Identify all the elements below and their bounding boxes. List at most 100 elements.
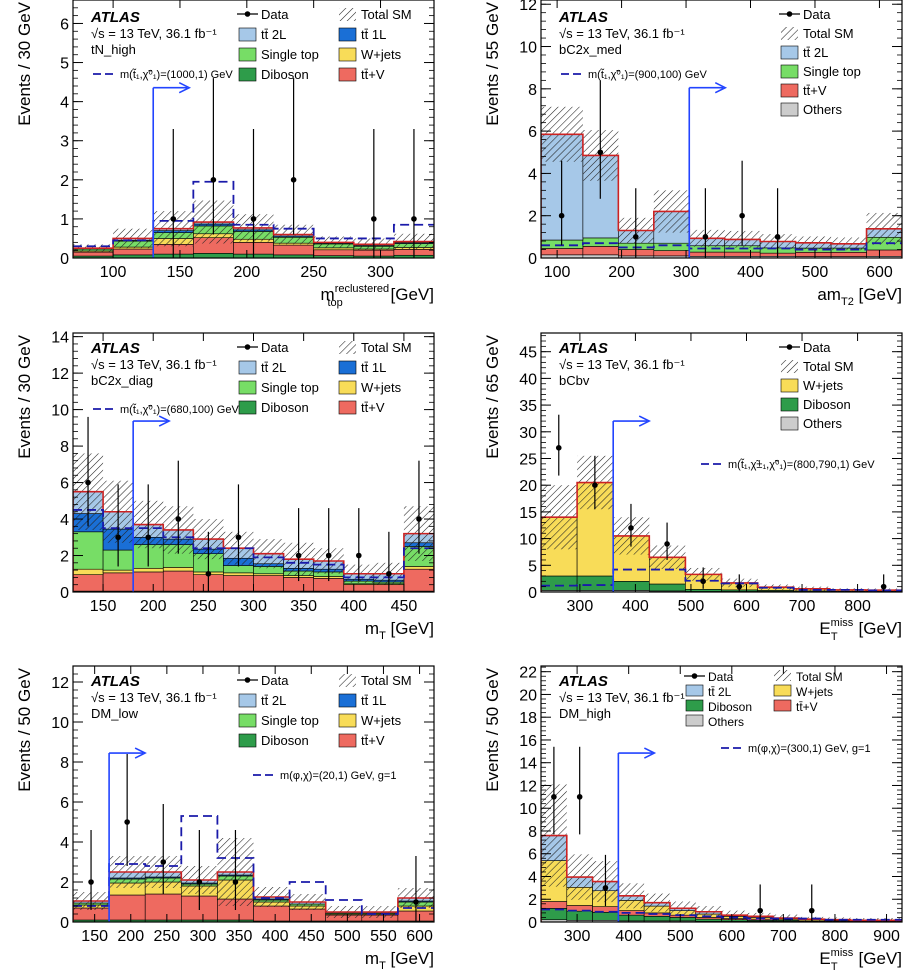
y-tick-label: 40 — [519, 371, 537, 388]
data-point — [664, 541, 670, 547]
legend-label-wjets: W+jets — [361, 713, 402, 728]
atlas-label: ATLAS — [558, 9, 608, 26]
stack-bin-ttV — [314, 250, 354, 256]
legend-swatch-singletop — [239, 381, 256, 394]
y-axis-title: Events / 55 GeV — [483, 1, 502, 125]
y-tick-label: 6 — [528, 124, 537, 141]
data-point — [416, 516, 422, 522]
y-tick-label: 8 — [60, 755, 69, 772]
stack-bin-ttV — [583, 246, 618, 254]
stack-bin-singletop — [73, 532, 103, 569]
legend-label-singletop: Single top — [261, 47, 319, 62]
legend-swatch-ttV — [774, 700, 791, 711]
legend-label-singletop: Single top — [261, 713, 319, 728]
stack-bin-diboson — [644, 916, 670, 921]
y-tick-label: 4 — [60, 835, 69, 852]
x-tick-label: 400 — [262, 928, 289, 945]
y-tick-label: 18 — [519, 710, 537, 727]
data-point — [206, 571, 212, 577]
legend-label-diboson: Diboson — [261, 67, 309, 82]
legend-swatch-others — [781, 417, 798, 430]
region-label: DM_high — [559, 706, 611, 721]
y-tick-label: 6 — [60, 795, 69, 812]
x-axis-title: amT2 [GeV] — [817, 285, 902, 308]
y-tick-label: 4 — [528, 869, 537, 886]
legend-totalsm-swatch — [339, 674, 356, 687]
x-tick-label: 450 — [298, 928, 325, 945]
legend-label-singletop: Single top — [803, 64, 861, 79]
x-axis-title: mT [GeV] — [365, 619, 434, 642]
data-point — [703, 234, 709, 240]
legend-signal-label: m(φ,χ)=(20,1) GeV, g=1 — [280, 770, 396, 782]
data-point — [233, 879, 239, 885]
x-tick-label: 500 — [667, 928, 694, 945]
legend-label-others: Others — [803, 416, 843, 431]
legend-signal-label: m(t̃₁,χ̃±₁,χ̃⁰₁)=(800,790,1) GeV — [728, 458, 875, 471]
y-tick-label: 8 — [60, 439, 69, 456]
x-tick-label: 250 — [300, 264, 327, 281]
stack-bin-ttV — [541, 248, 583, 254]
stack-bin-wjets — [103, 570, 133, 573]
x-tick-label: 400 — [737, 264, 764, 281]
data-point — [356, 553, 362, 559]
y-tick-label: 12 — [519, 778, 537, 795]
legend-label-ttbar2L: tt̄ 2L — [261, 360, 286, 375]
data-point — [809, 908, 815, 914]
data-point — [700, 579, 706, 585]
data-point — [411, 216, 417, 222]
y-tick-label: 5 — [60, 56, 69, 73]
legend-label-totalsm: Total SM — [361, 7, 412, 22]
legend-swatch-wjets — [339, 381, 356, 394]
y-tick-label: 15 — [519, 505, 537, 522]
stack-bin-singletop — [223, 566, 253, 573]
legend-label-wjets: W+jets — [796, 685, 833, 699]
legend-label-data: Data — [708, 670, 734, 684]
legend-swatch-ttV — [339, 401, 356, 414]
data-point — [633, 234, 639, 240]
legend-label-ttbar1L: tt̄ 1L — [361, 693, 386, 708]
y-tick-label: 3 — [60, 134, 69, 151]
legend-data-marker — [692, 673, 698, 679]
legend-label-wjets: W+jets — [361, 47, 402, 62]
y-tick-label: 6 — [60, 16, 69, 33]
y-tick-label: 45 — [519, 345, 537, 362]
legend-swatch-others — [686, 715, 703, 726]
y-axis-title: Events / 50 GeV — [483, 667, 502, 791]
legend-label-data: Data — [261, 673, 289, 688]
data-point — [598, 149, 604, 155]
x-tick-label: 500 — [678, 598, 705, 615]
legend-swatch-singletop — [239, 48, 256, 61]
legend-data-marker — [787, 344, 793, 350]
data-point — [115, 534, 121, 540]
x-tick-label: 300 — [567, 598, 594, 615]
legend-label-ttbar1L: tt̄ 1L — [361, 360, 386, 375]
x-tick-label: 250 — [190, 598, 217, 615]
legend-swatch-diboson — [781, 398, 798, 411]
legend-label-wjets: W+jets — [803, 378, 844, 393]
legend-label-ttV: tt̄+V — [361, 733, 385, 748]
legend-swatch-ttbar2L — [239, 28, 256, 41]
y-tick-label: 12 — [51, 366, 69, 383]
y-tick-label: 10 — [519, 801, 537, 818]
region-label: DM_low — [91, 706, 139, 721]
y-tick-label: 2 — [60, 875, 69, 892]
x-tick-label: 800 — [822, 928, 849, 945]
legend-label-totalsm: Total SM — [361, 673, 412, 688]
stack-bin-ttV — [133, 572, 163, 591]
legend-swatch-ttV — [339, 68, 356, 81]
legend-label-ttbar1L: tt̄ 1L — [361, 27, 386, 42]
atlas-label: ATLAS — [558, 673, 608, 690]
legend-swatch-diboson — [239, 734, 256, 747]
x-tick-label: 300 — [240, 598, 267, 615]
lumi-label: √s = 13 TeV, 36.1 fb⁻¹ — [91, 26, 217, 41]
x-tick-label: 700 — [770, 928, 797, 945]
legend-swatch-singletop — [781, 65, 798, 78]
stack-bin-diboson — [696, 919, 722, 921]
stack-bin-ttV — [223, 576, 253, 592]
legend-label-ttV: tt̄+V — [803, 83, 827, 98]
y-tick-label: 16 — [519, 733, 537, 750]
x-tick-label: 900 — [873, 928, 900, 945]
